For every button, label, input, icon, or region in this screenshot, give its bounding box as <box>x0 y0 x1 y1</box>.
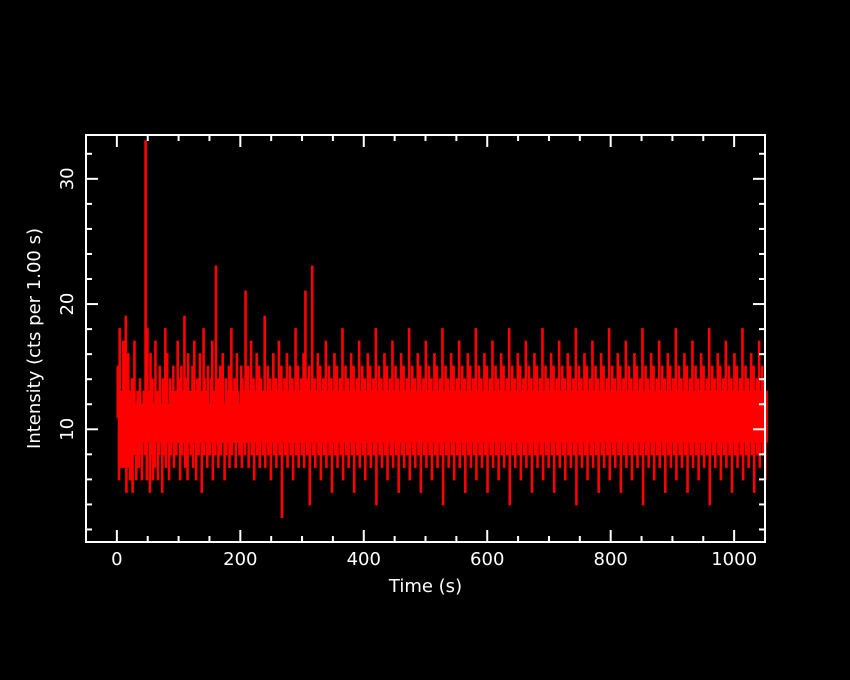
x-tick-label: 1000 <box>711 549 757 570</box>
data-series-line <box>116 140 768 518</box>
x-tick-label: 200 <box>223 549 257 570</box>
x-tick-labels: 0 200 400 600 800 1000 <box>111 549 757 570</box>
y-axis-label: Intensity (cts per 1.00 s) <box>24 228 45 449</box>
axis-ticks <box>86 135 765 542</box>
y-tick-label: 30 <box>57 167 78 190</box>
x-tick-label: 0 <box>111 549 122 570</box>
x-tick-label: 600 <box>470 549 504 570</box>
x-tick-label: 800 <box>594 549 628 570</box>
x-axis-label: Time (s) <box>388 576 462 597</box>
y-tick-labels: 10 20 30 <box>57 167 78 440</box>
y-tick-label: 10 <box>57 418 78 441</box>
x-tick-label: 400 <box>347 549 381 570</box>
y-tick-label: 20 <box>57 293 78 316</box>
